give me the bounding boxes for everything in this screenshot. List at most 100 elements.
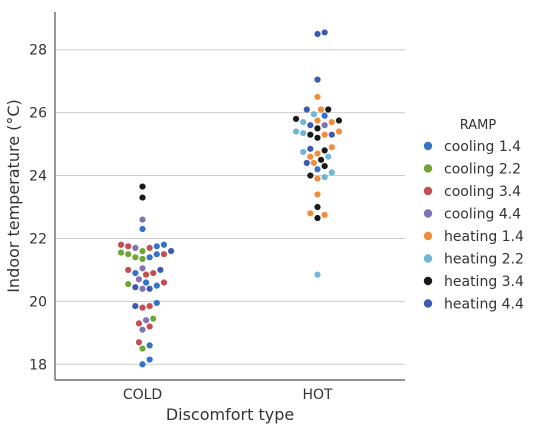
data-point: [146, 285, 153, 292]
legend-marker: [423, 141, 433, 151]
data-point: [139, 194, 146, 201]
data-point: [125, 266, 132, 274]
data-point: [139, 183, 146, 190]
data-point: [139, 225, 146, 233]
data-point: [325, 106, 332, 113]
x-tick-labels: COLD HOT: [123, 387, 333, 403]
data-point: [146, 342, 153, 349]
data-point: [314, 214, 321, 222]
y-tick-labels: 18 20 22 24 26 28: [29, 43, 47, 374]
legend-title: RAMP: [460, 118, 497, 133]
data-point: [142, 317, 150, 324]
data-point: [314, 76, 321, 83]
data-point: [132, 254, 139, 261]
data-point: [314, 93, 321, 101]
y-tick-label: 28: [29, 43, 47, 59]
data-point: [314, 191, 321, 198]
data-point: [317, 106, 325, 113]
data-point: [321, 131, 328, 138]
data-point: [307, 145, 314, 152]
data-point: [310, 111, 318, 118]
data-point: [325, 153, 332, 160]
legend-marker: [423, 299, 433, 308]
legend-label: cooling 2.2: [444, 162, 521, 178]
data-point: [160, 279, 168, 286]
data-points: [117, 29, 343, 368]
data-point: [132, 302, 139, 310]
data-point: [117, 241, 125, 248]
data-point: [328, 144, 335, 151]
data-point: [160, 241, 168, 248]
data-point: [300, 118, 307, 126]
data-point: [321, 112, 328, 119]
data-point: [146, 244, 153, 251]
data-point: [303, 159, 310, 167]
x-tick-label: HOT: [302, 387, 333, 403]
data-point: [142, 279, 150, 286]
data-point: [321, 122, 328, 129]
data-point: [307, 131, 314, 138]
data-point: [139, 304, 146, 311]
data-point: [314, 175, 321, 182]
data-point: [307, 172, 314, 179]
data-point: [132, 269, 139, 277]
data-point: [139, 247, 146, 255]
data-point: [125, 280, 132, 288]
data-point: [146, 356, 153, 363]
data-point: [146, 302, 153, 310]
y-tick-label: 20: [29, 294, 47, 310]
legend-marker: [423, 254, 433, 263]
data-point: [314, 271, 321, 278]
legend-marker: [423, 209, 433, 218]
data-point: [135, 276, 143, 283]
data-point: [335, 117, 343, 124]
data-point: [142, 271, 150, 278]
grid-lines: [55, 49, 405, 365]
data-point: [321, 174, 328, 181]
axes: [54, 12, 405, 381]
data-point: [135, 320, 143, 327]
x-tick-label: COLD: [123, 387, 162, 403]
data-point: [157, 266, 164, 274]
data-point: [150, 315, 157, 322]
data-point: [303, 106, 310, 113]
y-tick-label: 24: [29, 169, 47, 185]
data-point: [321, 147, 328, 154]
legend-label: heating 2.2: [444, 252, 524, 268]
y-tick-label: 26: [29, 106, 47, 122]
data-point: [135, 339, 143, 346]
data-point: [160, 251, 168, 258]
y-tick-label: 22: [29, 231, 47, 247]
data-point: [139, 265, 146, 272]
data-point: [314, 134, 321, 141]
data-point: [314, 117, 321, 124]
legend-label: heating 3.4: [444, 274, 524, 290]
data-point: [317, 156, 325, 163]
legend-label: heating 1.4: [444, 229, 524, 245]
data-point: [139, 216, 146, 223]
data-point: [307, 153, 314, 160]
data-point: [300, 148, 307, 156]
data-point: [117, 249, 125, 256]
legend-label: cooling 3.4: [444, 184, 521, 200]
legend-label: cooling 4.4: [444, 207, 521, 223]
legend-marker: [423, 164, 433, 173]
data-point: [292, 115, 300, 123]
data-point: [153, 251, 160, 258]
data-point: [328, 118, 335, 126]
data-point: [132, 284, 139, 291]
data-point: [292, 128, 300, 135]
legend: RAMP cooling 1.4 cooling 2.2 cooling 3.4 co…: [423, 118, 524, 313]
data-point: [153, 243, 160, 250]
data-point: [314, 150, 321, 157]
data-point: [328, 169, 335, 176]
legend-label: cooling 1.4: [444, 139, 521, 155]
legend-marker: [423, 231, 433, 241]
legend-label: heating 4.4: [444, 297, 524, 313]
y-tick-label: 18: [29, 357, 47, 373]
data-point: [139, 285, 146, 292]
data-point: [132, 244, 139, 251]
data-point: [139, 361, 146, 368]
data-point: [321, 211, 328, 218]
